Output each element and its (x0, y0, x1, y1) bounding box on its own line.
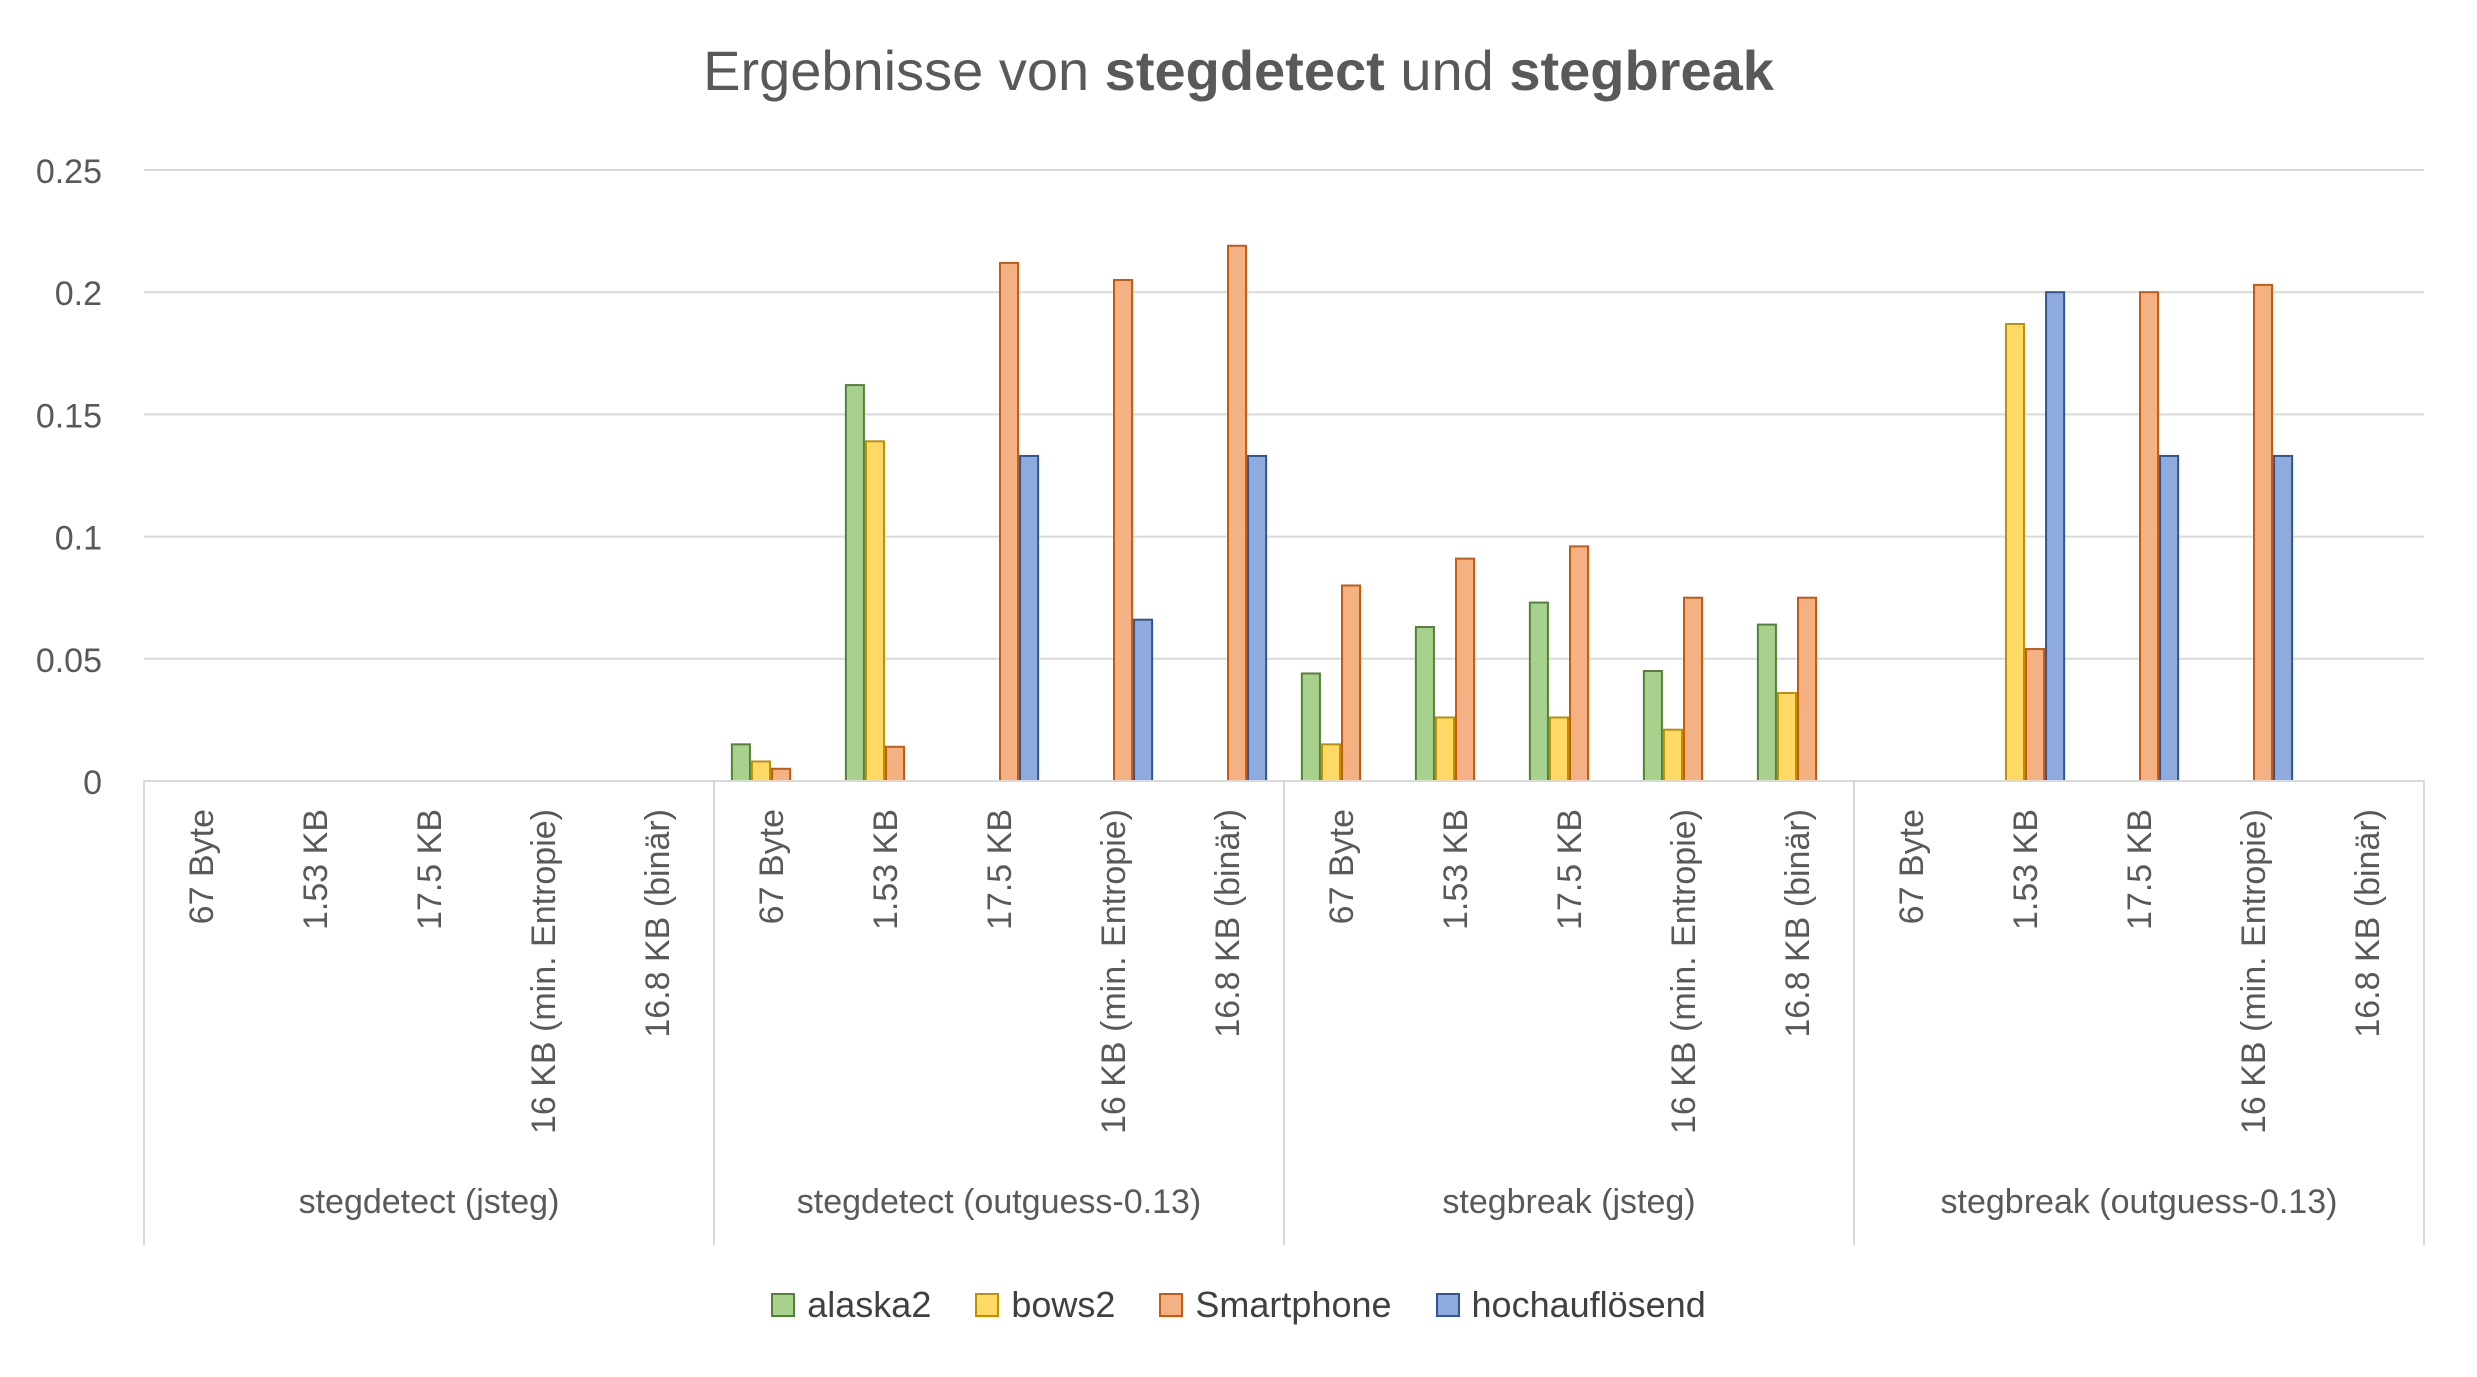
bar-alaska2 (844, 384, 865, 782)
x-tick-label: 1.53 KB (2007, 809, 2045, 930)
x-tick-label: 16 KB (min. Entropie) (2235, 809, 2273, 1134)
bar-smartphone (771, 767, 792, 783)
bar-bows2 (1776, 692, 1798, 782)
bar-alaska2 (730, 743, 751, 783)
bar-hochaufl-send (2273, 454, 2294, 782)
legend: alaska2 bows2 Smartphone hochauflösend (0, 1284, 2477, 1326)
bar-alaska2 (1414, 626, 1435, 783)
bar-smartphone (1797, 596, 1818, 783)
group-label: stegdetect (outguess-0.13) (797, 1183, 1201, 1221)
bar-bows2 (864, 440, 885, 782)
bar-bows2 (2004, 322, 2026, 782)
x-tick-label: 17.5 KB (1551, 809, 1589, 930)
x-tick-label: 16 KB (min. Entropie) (525, 809, 563, 1134)
legend-label: bows2 (1011, 1284, 1116, 1325)
legend-swatch (771, 1293, 796, 1317)
y-tick-label: 0.05 (36, 642, 102, 680)
x-tick-label: 1.53 KB (1437, 809, 1475, 930)
bar-alaska2 (1642, 670, 1663, 783)
x-tick-label: 1.53 KB (867, 809, 905, 930)
group-label: stegbreak (jsteg) (1442, 1183, 1695, 1221)
bar-hochaufl-send (2159, 454, 2180, 782)
legend-label: hochauflösend (1471, 1284, 1706, 1325)
bar-bows2 (1548, 716, 1570, 782)
chart-title-prefix: Ergebnisse von (703, 39, 1105, 102)
bar-smartphone (1113, 278, 1134, 782)
x-tick-label: 16.8 KB (binär) (1209, 809, 1247, 1038)
y-tick-label: 0.2 (55, 275, 102, 313)
bars (730, 244, 2294, 783)
x-tick-label: 67 Byte (1323, 809, 1361, 924)
bar-hochaufl-send (1247, 454, 1268, 782)
bar-smartphone (2253, 283, 2274, 782)
y-tick-label: 0 (83, 764, 102, 802)
legend-item: alaska2 (771, 1284, 931, 1326)
bar-hochaufl-send (2045, 291, 2066, 782)
x-tick-label: 16 KB (min. Entropie) (1095, 809, 1133, 1134)
bar-alaska2 (1756, 623, 1777, 782)
x-tick-label: 67 Byte (1893, 809, 1931, 924)
legend-swatch (1435, 1293, 1460, 1317)
bar-bows2 (1662, 728, 1684, 783)
legend-swatch (1159, 1293, 1184, 1317)
bar-smartphone (999, 261, 1020, 782)
y-tick-label: 0.25 (36, 153, 102, 191)
chart-title-bold-stegdetect: stegdetect (1104, 39, 1385, 102)
x-tick-label: 67 Byte (183, 809, 221, 924)
bar-smartphone (2139, 291, 2160, 782)
bar-hochaufl-send (1019, 454, 1040, 782)
x-tick-label: 17.5 KB (411, 809, 449, 930)
x-tick-label: 16.8 KB (binär) (2349, 809, 2387, 1038)
bar-alaska2 (1300, 672, 1321, 782)
legend-label: Smartphone (1195, 1284, 1392, 1325)
group-label: stegbreak (outguess-0.13) (1941, 1183, 2338, 1221)
x-tick-label: 16.8 KB (binär) (639, 809, 677, 1038)
y-tick-label: 0.15 (36, 397, 102, 435)
chart-title-middle: und (1384, 39, 1510, 102)
bar-smartphone (885, 745, 906, 782)
x-tick-label: 67 Byte (753, 809, 791, 924)
bar-bows2 (750, 760, 771, 782)
x-tick-label: 17.5 KB (2121, 809, 2159, 930)
x-tick-label: 16 KB (min. Entropie) (1665, 809, 1703, 1134)
bar-smartphone (1683, 596, 1704, 783)
legend-item: hochauflösend (1435, 1284, 1706, 1326)
gridlines (144, 169, 2424, 660)
legend-label: alaska2 (807, 1284, 932, 1325)
x-tick-label: 1.53 KB (297, 809, 335, 930)
legend-item: bows2 (975, 1284, 1115, 1326)
bar-alaska2 (1528, 601, 1549, 783)
bar-smartphone (1569, 545, 1590, 782)
bar-hochaufl-send (1133, 618, 1154, 782)
bar-smartphone (2025, 648, 2046, 782)
bar-bows2 (1320, 743, 1342, 783)
x-tick-label: 16.8 KB (binär) (1779, 809, 1817, 1038)
legend-item: Smartphone (1159, 1284, 1392, 1326)
chart-title-bold-stegbreak: stegbreak (1509, 39, 1774, 102)
group-label: stegdetect (jsteg) (299, 1183, 560, 1221)
axes: 0 0.05 0.1 0.15 0.2 0.25 67 Byte 1.53 KB 17.5 KB… (36, 153, 2425, 1245)
legend-swatch (975, 1293, 1000, 1317)
chart-title: Ergebnisse von stegdetect und stegbreak (0, 38, 2477, 103)
bar-bows2 (1434, 716, 1456, 782)
y-tick-label: 0.1 (55, 520, 102, 558)
bar-smartphone (1227, 244, 1248, 783)
bar-smartphone (1455, 557, 1476, 783)
bar-smartphone (1341, 584, 1362, 782)
x-tick-label: 17.5 KB (981, 809, 1019, 930)
